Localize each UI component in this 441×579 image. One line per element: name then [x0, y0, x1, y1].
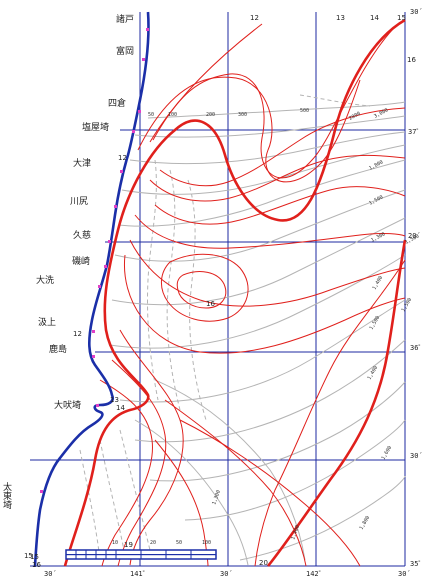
town-label: 太東埼 [1, 481, 12, 509]
town-marker-icon [142, 58, 145, 61]
bathymetry-label: 50 [176, 540, 182, 546]
lat-tick-label: 30´ [410, 8, 423, 16]
town-label: 鹿島 [49, 343, 67, 355]
town-labels: 諸戸 富岡 四倉 塩屋埼 大津 川尻 久慈 磯崎 大洗 汲上 鹿島 大吠埼 太東… [1, 13, 134, 509]
town-label: 汲上 [38, 317, 56, 328]
depth-label: 3,000 [373, 107, 389, 119]
depth-label: 1,500 [401, 297, 414, 313]
depth-label: 1,500 [368, 194, 384, 206]
town-marker-icon [114, 205, 117, 208]
town-label: 大洗 [36, 274, 54, 286]
bathymetry-label: 50 [148, 112, 154, 118]
graticule [30, 12, 406, 567]
town-label: 四倉 [108, 97, 126, 109]
isotherm-label: 15 [30, 553, 39, 561]
depth-label: 1,500 [369, 315, 382, 331]
isotherm-label: 12 [118, 154, 127, 162]
town-label: 川尻 [70, 196, 88, 207]
town-marker-icon [146, 28, 149, 31]
isotherm-label: 12 [250, 14, 259, 22]
town-label: 諸戸 [116, 13, 134, 25]
town-marker-icon [92, 330, 95, 333]
lat-tick-label: 20´ [408, 232, 421, 240]
depth-label: 1,300 [211, 489, 222, 505]
bold-isotherm-lines [63, 18, 407, 567]
bathymetry-contours [109, 101, 406, 566]
isotherm-label: 13 [110, 396, 119, 404]
town-marker-icon [138, 110, 141, 113]
town-marker-icon [104, 265, 107, 268]
isotherm-label: 16 [407, 56, 416, 64]
town-label: 磯崎 [72, 255, 90, 267]
town-marker-icon [40, 490, 43, 493]
isotherm-label: 14 [370, 14, 379, 22]
isotherm-label: 16 [206, 300, 215, 308]
town-marker-icon [96, 404, 99, 407]
town-marker-icon [108, 240, 111, 243]
lat-tick-label: 37゜ [408, 128, 423, 136]
axis-tick-labels: 15 30´ 37゜ 20´ 36゜ 30´ 35゜ 30´ 141゜ 30´ … [24, 8, 425, 578]
lon-tick-label: 142゜ [306, 570, 326, 578]
town-markers [40, 28, 149, 493]
town-marker-icon [92, 355, 95, 358]
top-left-tick-label: 15 [24, 552, 32, 560]
bathymetry-label: 500 [300, 108, 309, 114]
isotherm-label: 19 [124, 541, 133, 549]
bathymetry-label: 20 [150, 540, 156, 546]
town-label: 富岡 [116, 45, 134, 57]
bathymetry-label: 200 [206, 112, 215, 118]
isotherm-labels: 12 13 14 15 16 12 12 13 14 16 15 16 19 2… [30, 14, 416, 569]
bathymetry-labels: 50 100 200 300 500 10 20 50 100 [112, 108, 309, 546]
lon-tick-label: 141゜ [130, 570, 150, 578]
bathymetry-label: 10 [112, 540, 118, 546]
town-label: 大津 [73, 157, 91, 169]
lon-tick-label: 30´ [220, 570, 233, 578]
town-marker-icon [98, 285, 101, 288]
lon-tick-label: 30´ [44, 570, 57, 578]
bathymetry-label: 100 [168, 112, 177, 118]
depth-label: 1,400 [372, 275, 385, 291]
isotherm-label: 20 [259, 559, 268, 567]
lon-tick-label: 30´ [398, 570, 411, 578]
town-label: 塩屋埼 [82, 121, 109, 133]
lat-tick-label: 35゜ [410, 560, 425, 568]
isotherm-lines [99, 23, 406, 567]
town-label: 久慈 [73, 229, 91, 241]
town-marker-icon [120, 170, 123, 173]
bathymetry-label: 300 [238, 112, 247, 118]
coastline [33, 11, 150, 567]
depth-label: 2000 [348, 111, 361, 122]
depth-label: 1,400 [290, 524, 301, 540]
isotherm-label: 12 [73, 330, 82, 338]
depth-label: 1,800 [368, 159, 384, 171]
bathymetry-label: 100 [202, 540, 211, 546]
isotherm-label: 13 [336, 14, 345, 22]
depth-label: 1,400 [367, 365, 380, 381]
bathymetry-dashed-contours [79, 94, 371, 561]
isotherm-label: 15 [397, 14, 406, 22]
depth-label: 1,600 [381, 445, 394, 461]
lat-tick-label: 36゜ [410, 344, 425, 352]
town-label-vertical: 太東埼 [1, 481, 12, 509]
depth-label: 1,800 [359, 515, 372, 531]
isotherm-label: 16 [32, 561, 41, 569]
scale-bar-icon [65, 549, 217, 560]
lat-tick-label: 30´ [410, 452, 423, 460]
town-label: 大吠埼 [54, 399, 81, 411]
isotherm-label: 14 [116, 404, 125, 412]
town-marker-icon [132, 130, 135, 133]
